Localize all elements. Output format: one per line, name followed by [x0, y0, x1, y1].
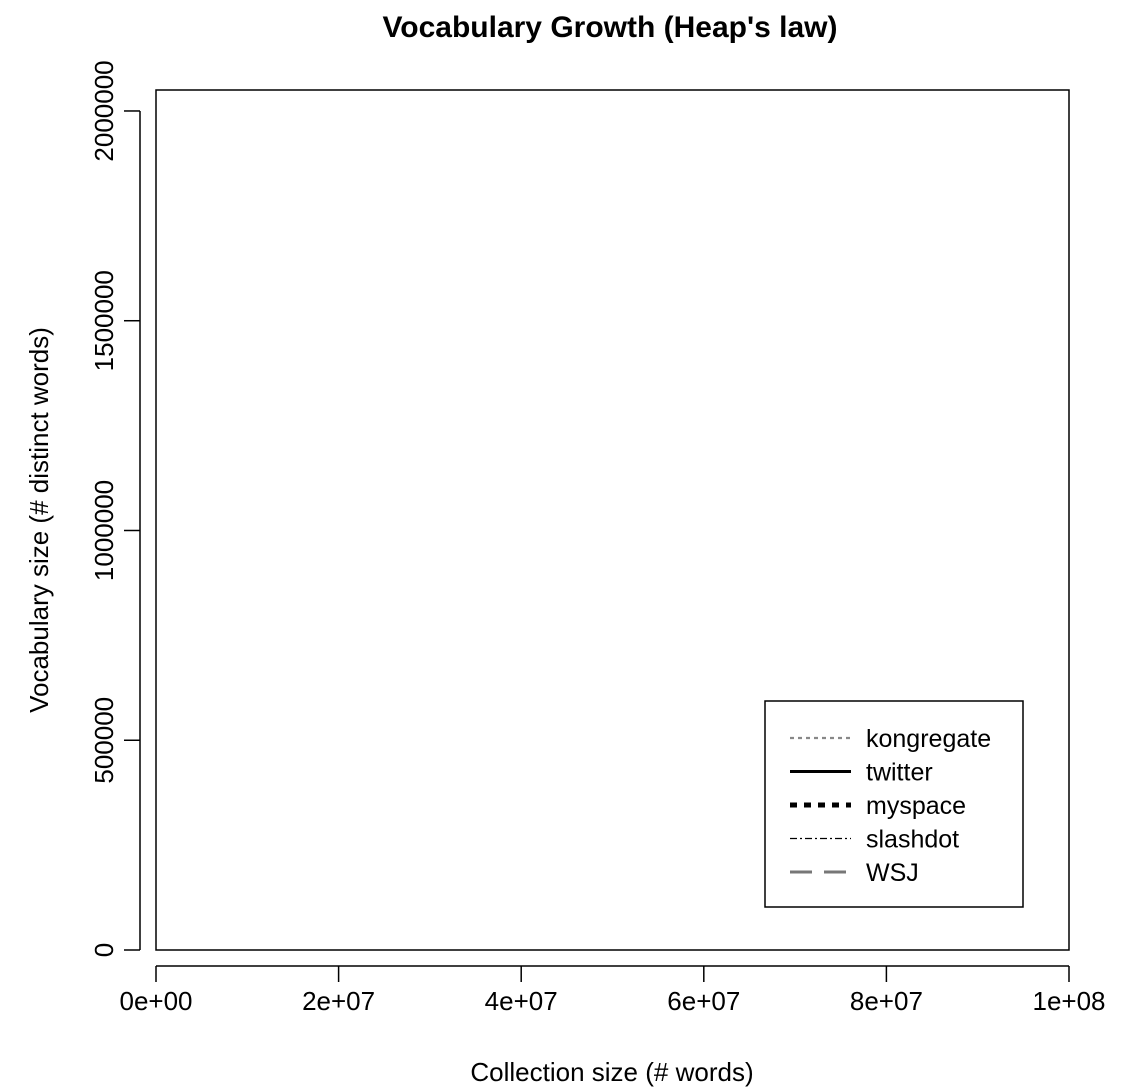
y-axis-label: Vocabulary size (# distinct words) — [24, 327, 54, 713]
legend-label-slashdot: slashdot — [866, 826, 959, 854]
y-tick-label: 0 — [89, 943, 119, 957]
chart-title: Vocabulary Growth (Heap's law) — [382, 11, 837, 44]
x-tick-label: 1e+08 — [1032, 986, 1105, 1016]
plot-area-frame — [155, 89, 1070, 951]
x-axis-label: Collection size (# words) — [470, 1057, 753, 1087]
x-tick-label: 2e+07 — [302, 986, 375, 1016]
legend-label-myspace: myspace — [866, 792, 966, 820]
y-tick-label: 1000000 — [89, 480, 119, 581]
x-axis: 0e+00 2e+07 4e+07 6e+07 8e+07 1e+08 — [119, 965, 1106, 1016]
x-tick-label: 4e+07 — [485, 986, 558, 1016]
legend-label-wsj: WSJ — [866, 859, 919, 887]
legend: kongregate twitter myspace slashdot WSJ — [764, 700, 1024, 908]
x-tick-label: 6e+07 — [667, 986, 740, 1016]
y-tick-label: 2000000 — [89, 60, 119, 161]
x-tick-label: 0e+00 — [119, 986, 192, 1016]
x-tick-label: 8e+07 — [850, 986, 923, 1016]
legend-label-kongregate: kongregate — [866, 725, 991, 753]
y-tick-label: 1500000 — [89, 270, 119, 371]
legend-label-twitter: twitter — [866, 759, 933, 787]
y-tick-label: 500000 — [89, 697, 119, 784]
y-axis: 0 500000 1000000 1500000 2000000 — [89, 60, 141, 957]
